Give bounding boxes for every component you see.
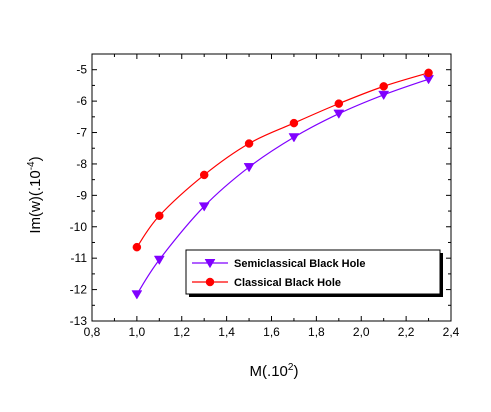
x-axis-title-sup: 2 xyxy=(288,362,294,373)
y-axis-title-sup: -4 xyxy=(26,161,37,170)
x-tick-label: 2,2 xyxy=(398,325,415,339)
x-axis-title-main: M(.10 xyxy=(250,363,288,380)
x-tick-label: 1,4 xyxy=(218,325,235,339)
series-1-point-6 xyxy=(379,82,388,91)
series-0-point-4 xyxy=(288,133,300,143)
legend-label-1: Classical Black Hole xyxy=(234,277,341,289)
series-1-point-4 xyxy=(289,118,299,128)
y-tick-label: -5 xyxy=(76,63,87,77)
x-axis-title: M(.102) xyxy=(250,362,299,380)
y-axis-title-main: Im(w)(.10 xyxy=(27,170,44,233)
legend: Semiclassical Black Hole Classical Black … xyxy=(185,249,443,297)
legend-marker-1 xyxy=(205,277,215,287)
series-1-point-7 xyxy=(424,68,433,78)
series-0-point-1 xyxy=(153,255,165,265)
y-tick-label: -6 xyxy=(76,94,87,108)
series-0-point-5 xyxy=(333,109,345,119)
legend-label-0: Semiclassical Black Hole xyxy=(234,258,365,270)
y-tick-label: -11 xyxy=(71,251,88,265)
series-0-point-2 xyxy=(198,202,210,212)
y-tick-label: -8 xyxy=(76,157,87,171)
y-tick-label: -9 xyxy=(76,188,87,202)
series-layer xyxy=(131,68,434,300)
axis-ticks: 0,8 1,0 1,2 1,4 1,6 1,8 2,0 2,2 2,4 -13 -12 -11 -10 -… xyxy=(70,54,460,339)
y-axis-title-end: ) xyxy=(27,156,44,161)
x-tick-label: 1,6 xyxy=(263,325,280,339)
series-0-point-3 xyxy=(243,163,255,173)
x-tick-label: 0,8 xyxy=(84,325,101,339)
legend-marker-0 xyxy=(204,259,216,269)
x-tick-label: 2,0 xyxy=(353,325,370,339)
legend-box xyxy=(185,249,441,295)
x-axis-title-end: ) xyxy=(293,363,298,380)
series-1-point-0 xyxy=(132,242,142,252)
series-1-point-5 xyxy=(334,99,344,108)
series-line-1 xyxy=(136,72,429,248)
series-1-point-3 xyxy=(244,139,254,148)
x-tick-label: 2,4 xyxy=(443,325,460,339)
x-tick-label: 1,0 xyxy=(129,325,146,339)
y-tick-label: -10 xyxy=(70,220,88,234)
series-1-point-1 xyxy=(155,211,164,221)
x-tick-label: 1,2 xyxy=(173,325,190,339)
y-tick-label: -12 xyxy=(70,283,88,297)
series-0-point-0 xyxy=(131,290,143,300)
series-1-point-2 xyxy=(199,170,209,180)
x-tick-label: 1,8 xyxy=(308,325,325,339)
series-line-0 xyxy=(136,78,429,295)
series-0-point-6 xyxy=(378,90,390,101)
y-tick-label: -7 xyxy=(76,126,87,140)
y-axis-title: Im(w)(.10-4) xyxy=(26,156,44,233)
y-tick-label: -13 xyxy=(70,314,88,328)
